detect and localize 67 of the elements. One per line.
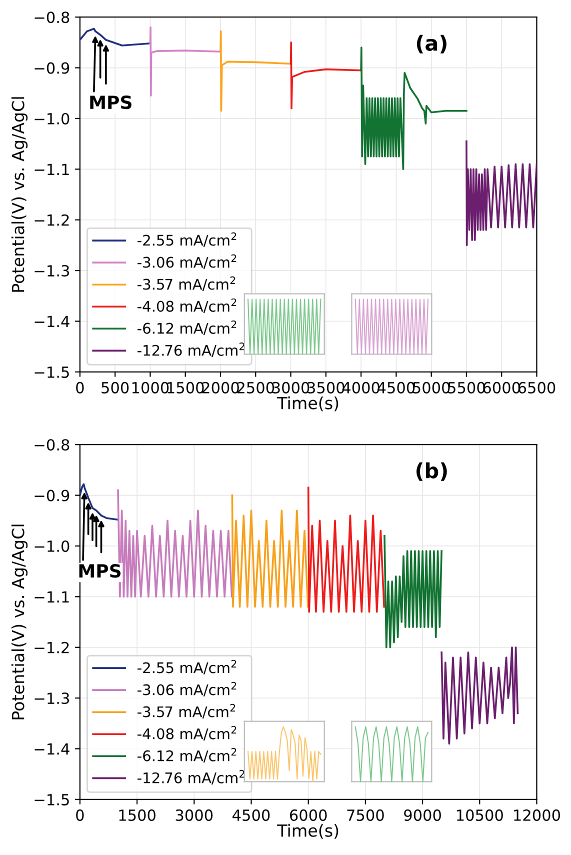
- y-tick-label: −1.3: [34, 265, 69, 277]
- legend-label: -3.57 mA/cm$^{2}$: [138, 704, 236, 718]
- legend-label: -2.55 mA/cm$^{2}$: [138, 660, 236, 674]
- x-tick-label: 3000: [176, 809, 213, 821]
- y-tick-label: −1.2: [34, 642, 69, 654]
- line-series: [220, 30, 291, 112]
- x-tick-label: 7500: [347, 809, 384, 821]
- x-axis-title: Time(s): [277, 824, 338, 839]
- x-axis-title: Time(s): [277, 396, 338, 412]
- annotation: MPS: [79, 564, 121, 578]
- legend-label: -3.06 mA/cm$^{2}$: [138, 254, 236, 269]
- x-tick-label: 500: [102, 382, 129, 394]
- x-tick-label: 6000: [290, 809, 327, 821]
- y-tick-label: −1.4: [34, 743, 70, 755]
- legend-label: -2.55 mA/cm$^{2}$: [138, 232, 236, 247]
- legend-label: -12.76 mA/cm$^{2}$: [138, 342, 244, 358]
- legend-label: -4.08 mA/cm$^{2}$: [138, 726, 236, 740]
- y-tick-label: −1.0: [34, 112, 70, 124]
- x-tick-label: 2500: [237, 382, 274, 394]
- y-tick-label: −0.8: [34, 12, 70, 24]
- x-tick-label: 12000: [514, 809, 560, 821]
- legend-label: -6.12 mA/cm$^{2}$: [138, 748, 236, 762]
- legend-label: -6.12 mA/cm$^{2}$: [138, 320, 236, 335]
- x-tick-label: 4500: [377, 382, 415, 394]
- x-tick-label: 2000: [202, 382, 239, 394]
- legend-label: -12.76 mA/cm$^{2}$: [138, 770, 244, 785]
- y-tick-label: −1.1: [34, 164, 69, 175]
- x-tick-label: 0: [76, 809, 84, 821]
- line-series: [149, 26, 221, 97]
- annotation: (b): [416, 462, 447, 481]
- legend-label: -3.06 mA/cm$^{2}$: [138, 682, 236, 696]
- y-tick-label: −1.3: [34, 692, 69, 704]
- x-tick-label: 6500: [518, 382, 556, 394]
- y-tick-label: −1.5: [34, 794, 69, 806]
- annotation: MPS: [90, 95, 132, 110]
- x-tick-label: 3500: [308, 382, 344, 394]
- y-tick-label: −1.5: [34, 366, 69, 378]
- line-series: [231, 494, 309, 608]
- line-series: [80, 483, 119, 521]
- line-series: [290, 42, 362, 110]
- line-series: [384, 534, 442, 648]
- line-series: [80, 28, 150, 46]
- x-tick-label: 1500: [119, 809, 156, 821]
- line-series: [307, 486, 385, 613]
- line-series: [440, 646, 519, 745]
- line-series: [466, 140, 537, 246]
- x-tick-label: 4000: [342, 382, 380, 394]
- y-axis-title: Potential(V) vs. Ag/AgCl: [11, 97, 28, 292]
- x-tick-label: 1000: [132, 382, 169, 394]
- y-tick-label: −0.9: [34, 62, 70, 74]
- x-tick-label: 4500: [232, 809, 270, 821]
- x-tick-label: 0: [76, 382, 84, 394]
- y-tick-label: −0.8: [34, 439, 70, 451]
- y-tick-label: −0.9: [34, 490, 70, 502]
- legend-label: -3.57 mA/cm$^{2}$: [138, 276, 236, 291]
- legend-label: -4.08 mA/cm$^{2}$: [138, 298, 236, 313]
- y-tick-label: −1.2: [34, 214, 69, 226]
- y-tick-label: −1.1: [34, 591, 69, 602]
- x-tick-label: 1500: [168, 382, 204, 394]
- x-tick-label: 5000: [413, 382, 450, 394]
- x-tick-label: 3000: [272, 382, 310, 394]
- y-axis-title: Potential(V) vs. Ag/AgCl: [11, 524, 28, 720]
- y-tick-label: −1.0: [34, 540, 70, 552]
- annotation: (a): [416, 34, 446, 54]
- y-tick-label: −1.4: [34, 316, 70, 328]
- x-tick-label: 9000: [404, 809, 441, 821]
- x-tick-label: 10500: [457, 809, 503, 821]
